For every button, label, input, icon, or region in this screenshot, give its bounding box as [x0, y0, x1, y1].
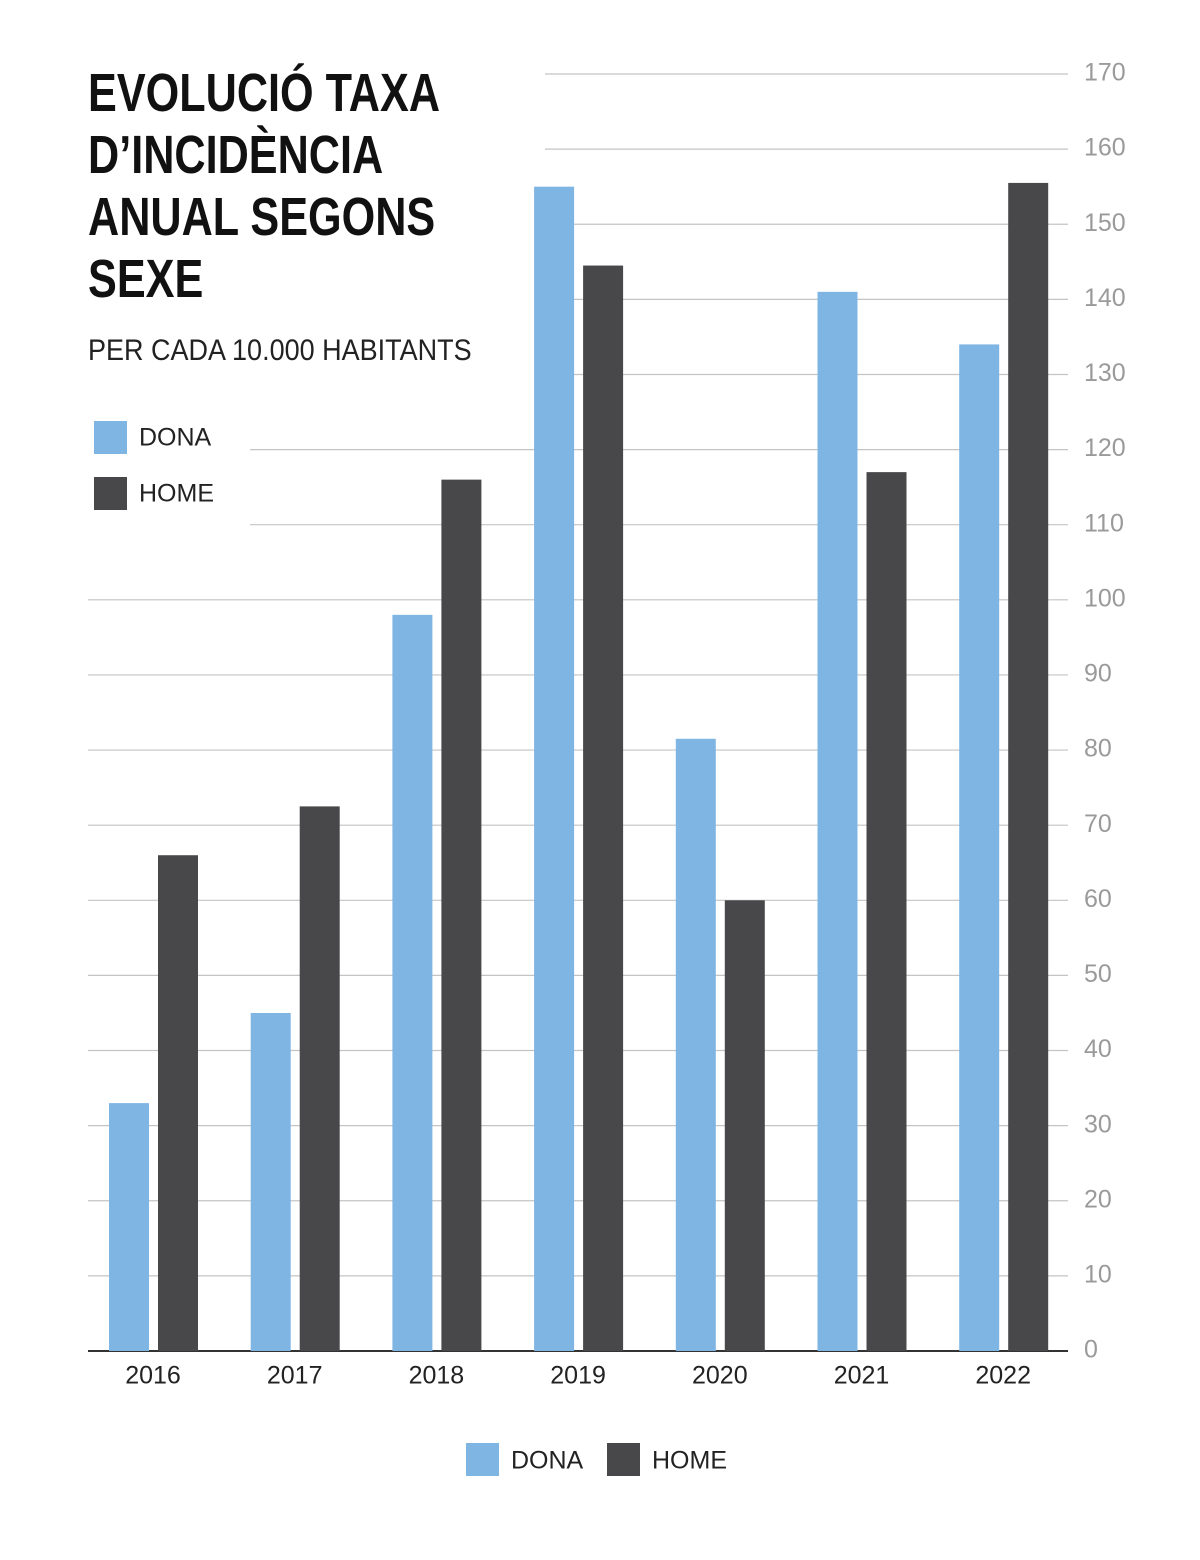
bar: [299, 806, 340, 1351]
y-tick-label: 120: [1084, 434, 1126, 462]
bar: [250, 1012, 291, 1351]
bar: [866, 472, 907, 1351]
y-tick-label: 90: [1084, 660, 1112, 688]
y-tick-label: 60: [1084, 885, 1112, 913]
y-tick-label: 140: [1084, 284, 1126, 312]
y-tick-label: 10: [1084, 1260, 1112, 1288]
legend-swatch: [94, 477, 127, 510]
x-tick-label: 2016: [125, 1362, 181, 1390]
y-tick-label: 80: [1084, 735, 1112, 763]
bar: [441, 479, 482, 1352]
y-tick-label: 50: [1084, 960, 1112, 988]
chart-title: EVOLUCIÓ TAXA D’INCIDÈNCIA ANUAL SEGONS …: [88, 63, 439, 309]
x-tick-label: 2019: [550, 1362, 606, 1390]
y-tick-label: 100: [1084, 584, 1126, 612]
bar: [109, 1103, 149, 1351]
bar: [534, 186, 575, 1351]
bar: [959, 344, 1000, 1351]
y-tick-label: 110: [1084, 509, 1124, 537]
x-tick-label: 2020: [692, 1362, 748, 1390]
legend-label: DONA: [511, 1447, 584, 1475]
legend-swatch: [466, 1443, 499, 1476]
x-tick-label: 2018: [409, 1362, 465, 1390]
bar: [817, 291, 858, 1351]
x-tick-label: 2021: [834, 1362, 890, 1390]
y-tick-label: 160: [1084, 134, 1126, 162]
bar: [675, 738, 716, 1351]
legend-swatch: [94, 421, 127, 454]
bar: [583, 265, 624, 1351]
y-tick-label: 20: [1084, 1185, 1112, 1213]
legend-label: HOME: [652, 1447, 727, 1475]
bar: [1008, 182, 1049, 1351]
chart-subtitle: PER CADA 10.000 HABITANTS: [88, 334, 472, 367]
y-tick-label: 130: [1084, 359, 1126, 387]
x-tick-label: 2022: [975, 1362, 1031, 1390]
legend-label: HOME: [139, 480, 214, 508]
legend-swatch: [607, 1443, 640, 1476]
bar: [158, 855, 198, 1351]
y-tick-label: 170: [1084, 59, 1126, 87]
y-tick-label: 70: [1084, 810, 1112, 838]
y-tick-label: 150: [1084, 209, 1126, 237]
y-tick-label: 30: [1084, 1110, 1112, 1138]
x-tick-label: 2017: [267, 1362, 323, 1390]
legend-label: DONA: [139, 424, 212, 452]
y-tick-label: 40: [1084, 1035, 1112, 1063]
bar: [392, 614, 433, 1351]
y-tick-label: 0: [1084, 1336, 1098, 1364]
bar: [724, 900, 765, 1351]
